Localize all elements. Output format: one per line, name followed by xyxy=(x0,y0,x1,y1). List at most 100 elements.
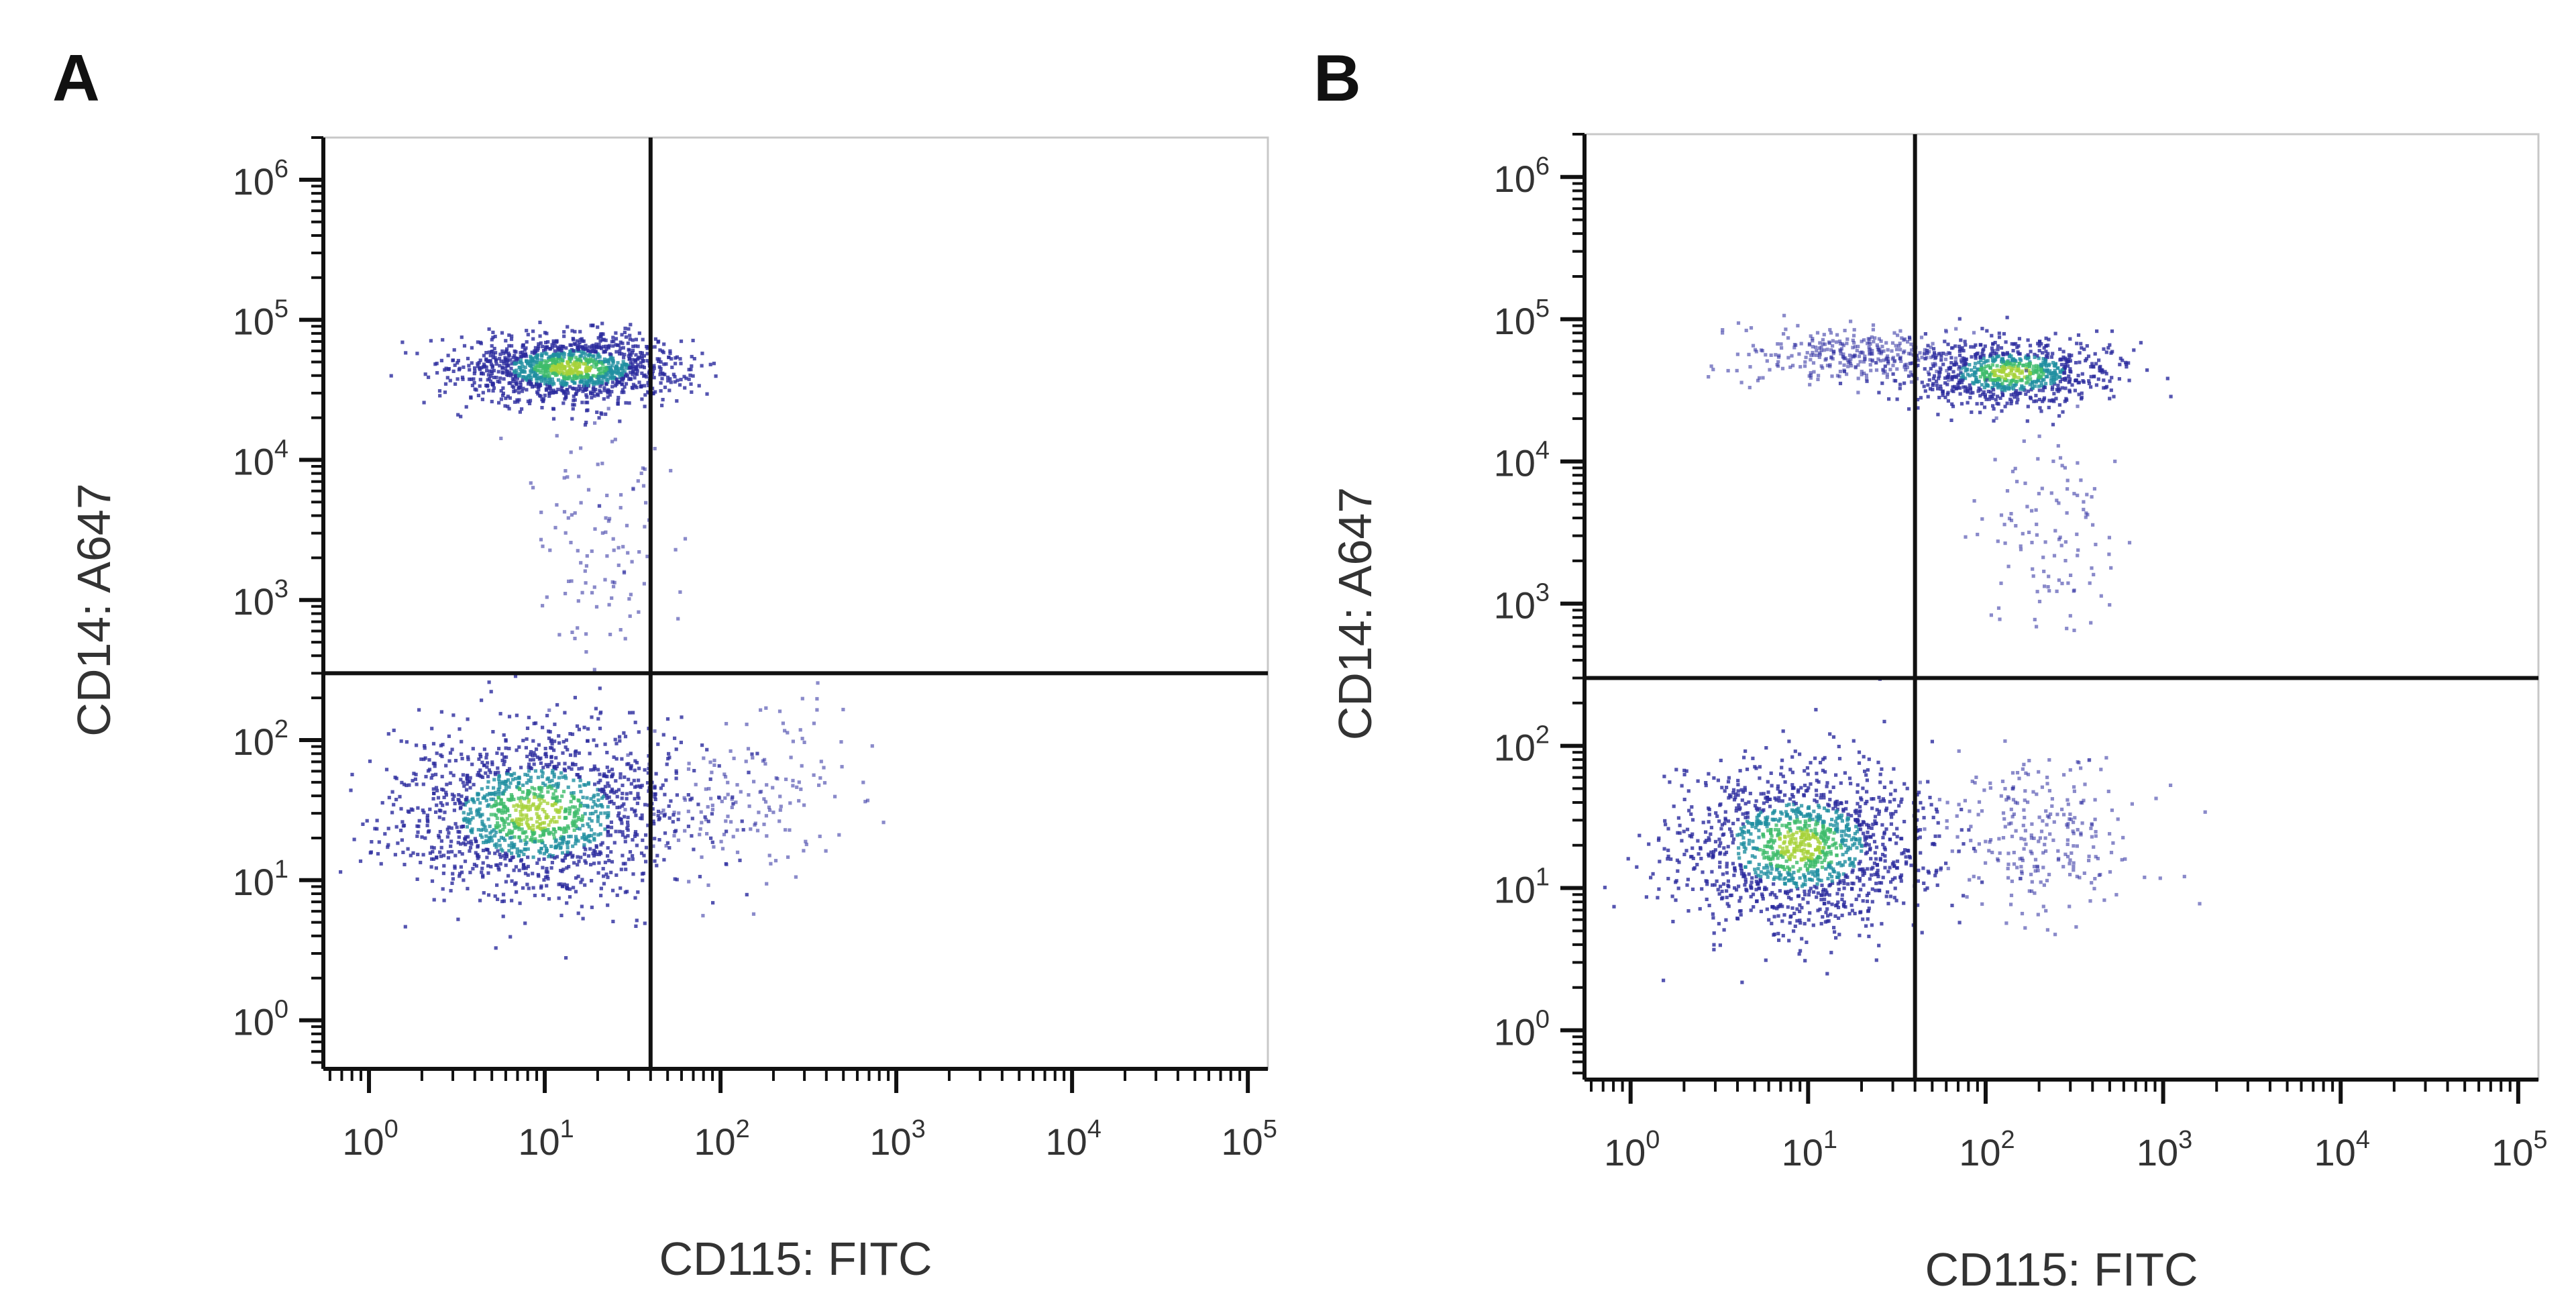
data-point xyxy=(361,822,365,826)
data-point xyxy=(662,814,666,818)
data-point xyxy=(2048,369,2052,373)
data-point xyxy=(1829,348,1833,352)
data-point xyxy=(1907,374,1911,378)
data-point xyxy=(393,776,397,780)
data-point xyxy=(623,637,627,641)
data-point xyxy=(1862,755,1866,759)
data-point xyxy=(664,362,668,366)
data-point xyxy=(557,841,561,845)
data-point xyxy=(568,356,572,360)
data-point xyxy=(1734,888,1739,892)
data-point xyxy=(592,394,596,398)
data-point xyxy=(384,768,389,772)
data-point xyxy=(2002,331,2006,336)
data-point xyxy=(453,853,458,857)
data-point xyxy=(525,773,530,777)
data-point xyxy=(1943,376,1947,380)
data-point xyxy=(508,814,512,818)
data-point xyxy=(568,343,572,347)
data-point xyxy=(633,796,637,800)
data-point xyxy=(504,370,508,374)
data-point xyxy=(710,808,714,812)
data-point xyxy=(429,865,433,869)
data-point xyxy=(578,357,582,361)
data-point xyxy=(1676,886,1680,890)
data-point xyxy=(436,796,441,800)
data-point xyxy=(1939,354,1943,358)
data-point xyxy=(1831,339,1835,343)
data-point xyxy=(528,373,532,377)
data-point xyxy=(1779,772,1783,776)
data-point xyxy=(585,796,589,800)
data-point xyxy=(1839,813,1844,817)
data-point xyxy=(1747,352,1751,356)
data-point xyxy=(1992,378,1996,382)
data-point xyxy=(557,776,561,780)
data-point xyxy=(586,727,590,731)
data-point xyxy=(1752,905,1756,909)
data-point xyxy=(1863,354,1867,358)
data-point xyxy=(540,774,544,778)
data-point xyxy=(2063,386,2068,391)
data-point xyxy=(600,332,604,336)
data-point xyxy=(453,802,457,806)
data-point xyxy=(663,792,667,796)
data-point xyxy=(2104,350,2108,354)
data-point xyxy=(416,830,420,834)
data-point xyxy=(1939,358,1943,362)
data-point xyxy=(580,904,584,908)
data-point xyxy=(1811,337,1815,341)
data-point xyxy=(413,777,417,781)
data-point xyxy=(339,870,343,874)
data-point xyxy=(425,819,429,823)
data-point xyxy=(1968,363,1972,367)
data-point xyxy=(502,756,506,760)
data-point xyxy=(464,405,468,409)
data-point xyxy=(435,751,439,756)
data-point xyxy=(672,834,676,838)
data-point xyxy=(574,837,578,841)
data-point xyxy=(1839,352,1843,356)
data-point xyxy=(571,407,575,411)
data-point xyxy=(641,484,646,488)
data-point xyxy=(2078,351,2082,355)
data-point xyxy=(1749,326,1754,330)
data-point xyxy=(2025,419,2029,423)
data-point xyxy=(1717,837,1721,841)
data-point xyxy=(540,406,544,410)
data-point xyxy=(1898,382,1902,386)
data-point xyxy=(795,785,799,789)
data-point xyxy=(490,399,494,404)
data-point xyxy=(1867,340,1871,344)
data-point xyxy=(578,340,582,345)
data-point xyxy=(621,373,625,377)
data-point xyxy=(1813,346,1818,350)
data-point xyxy=(1935,354,1939,358)
data-point xyxy=(483,364,487,368)
data-point xyxy=(557,741,561,745)
data-point xyxy=(724,819,728,823)
data-point xyxy=(2074,361,2078,365)
data-point xyxy=(439,845,443,849)
data-point xyxy=(604,412,608,416)
data-point xyxy=(427,829,431,833)
data-point xyxy=(707,786,711,791)
data-point xyxy=(533,346,537,350)
data-point xyxy=(1843,329,1847,333)
data-point xyxy=(652,366,656,370)
data-point xyxy=(1949,356,1953,360)
data-point xyxy=(1824,357,1828,361)
data-point xyxy=(498,786,502,790)
data-point xyxy=(625,366,629,370)
data-point xyxy=(476,340,480,344)
data-point xyxy=(635,843,639,847)
data-point xyxy=(561,401,566,405)
data-point xyxy=(755,751,759,756)
data-point xyxy=(582,832,586,836)
data-point xyxy=(498,376,502,380)
data-point xyxy=(608,393,612,397)
data-point xyxy=(593,782,597,786)
data-point xyxy=(2063,377,2067,381)
data-point xyxy=(554,357,558,361)
